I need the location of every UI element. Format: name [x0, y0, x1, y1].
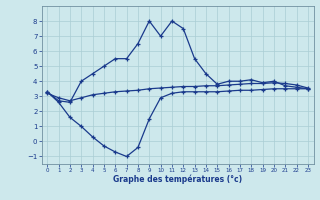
X-axis label: Graphe des températures (°c): Graphe des températures (°c) — [113, 175, 242, 184]
